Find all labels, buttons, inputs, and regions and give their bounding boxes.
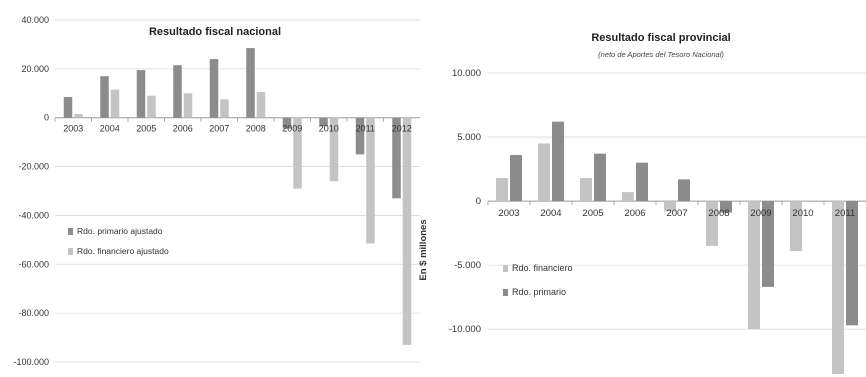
bar-2007-rdo-primario-ajustado <box>209 59 219 118</box>
bar-2003-rdo-financiero <box>496 178 508 202</box>
y-tick-label: -80.000 <box>18 308 49 318</box>
x-tick-label: 2011 <box>835 208 855 219</box>
bar-2010-rdo-primario-ajustado <box>319 117 328 127</box>
bar-2008-rdo-primario <box>720 201 732 213</box>
y-tick-label: -10.000 <box>449 324 481 335</box>
x-tick-label: 2005 <box>582 208 603 219</box>
bar-2007-rdo-primario <box>678 179 690 202</box>
bar-2003-rdo-primario-ajustado <box>63 96 73 118</box>
bar-2009-rdo-financiero-ajustado <box>293 117 302 189</box>
x-tick-label: 2008 <box>708 208 729 219</box>
y-tick-label: 0 <box>476 196 481 207</box>
bar-2004-rdo-primario-ajustado <box>100 76 109 118</box>
bar-2005-rdo-primario <box>594 153 606 202</box>
y-tick-label: 10.000 <box>452 68 481 79</box>
y-tick-label: -5.000 <box>454 260 481 271</box>
y-axis-label: En $ millones <box>418 219 429 280</box>
bar-2010-rdo-financiero-ajustado <box>329 117 339 182</box>
x-tick-label: 2005 <box>136 124 156 134</box>
x-tick-label: 2011 <box>356 124 375 134</box>
y-tick-label: -40.000 <box>18 210 49 220</box>
x-tick-label: 2010 <box>792 208 813 219</box>
y-tick-label: -100.000 <box>13 357 49 367</box>
x-tick-label: 2004 <box>540 208 561 219</box>
x-tick-label: 2012 <box>392 124 412 134</box>
bar-2008-rdo-primario-ajustado <box>246 48 255 118</box>
legend-swatch <box>68 248 73 255</box>
y-tick-label: 0 <box>44 113 49 123</box>
bar-2006-rdo-primario-ajustado <box>173 65 182 118</box>
bar-2009-rdo-financiero <box>748 201 760 330</box>
bar-2006-rdo-financiero <box>622 192 634 202</box>
y-tick-label: 40.000 <box>21 15 49 25</box>
y-tick-label: 5.000 <box>457 132 481 143</box>
x-tick-label: 2010 <box>319 124 339 134</box>
bar-2005-rdo-financiero <box>580 178 592 202</box>
bar-2009-rdo-primario <box>762 201 774 287</box>
bar-2009-rdo-primario-ajustado <box>282 117 292 129</box>
legend-swatch <box>503 265 508 272</box>
bar-2008-rdo-financiero-ajustado <box>256 92 266 118</box>
x-tick-label: 2009 <box>282 124 302 134</box>
bar-2011-rdo-primario <box>846 201 858 326</box>
x-tick-label: 2007 <box>209 124 229 134</box>
bar-2011-rdo-primario-ajustado <box>355 117 365 155</box>
bar-2003-rdo-primario <box>510 154 522 202</box>
bar-2003-rdo-financiero-ajustado <box>74 114 83 118</box>
legend-label: Rdo. financiero <box>512 263 573 273</box>
y-tick-label: -20.000 <box>18 162 49 172</box>
chart-title: Resultado fiscal nacional <box>149 26 281 38</box>
x-tick-label: 2009 <box>750 208 771 219</box>
legend-swatch <box>503 289 508 296</box>
bar-2007-rdo-financiero-ajustado <box>220 99 229 118</box>
x-tick-label: 2004 <box>100 124 120 134</box>
x-tick-label: 2006 <box>173 124 193 134</box>
bar-2004-rdo-financiero <box>538 143 550 202</box>
chart-title: Resultado fiscal provincial <box>591 32 730 44</box>
chart-resultado-fiscal-provincial: 10.000 5.000 0 -5.000 -10.000 2003 2004 2005 200… <box>418 32 866 374</box>
bar-2005-rdo-financiero-ajustado <box>147 95 156 118</box>
y-tick-label: -60.000 <box>18 259 49 269</box>
bar-2004-rdo-primario <box>552 121 564 202</box>
bar-2004-rdo-financiero-ajustado <box>110 89 120 118</box>
bar-2008-rdo-financiero <box>706 201 718 246</box>
x-tick-label: 2008 <box>246 124 266 134</box>
bar-2011-rdo-financiero-ajustado <box>366 117 375 244</box>
legend-label: Rdo. financiero ajustado <box>77 246 169 256</box>
bar-2010-rdo-financiero <box>790 201 802 252</box>
x-tick-label: 2003 <box>498 208 519 219</box>
chart-subtitle: (neto de Aportes del Tesoro Nacional) <box>598 50 724 59</box>
bar-2012-rdo-primario-ajustado <box>392 117 401 199</box>
bar-2006-rdo-primario <box>636 162 648 202</box>
x-tick-label: 2007 <box>666 208 687 219</box>
bar-2005-rdo-primario-ajustado <box>136 70 146 118</box>
x-tick-label: 2003 <box>63 124 83 134</box>
bar-2006-rdo-financiero-ajustado <box>183 93 193 118</box>
chart-resultado-fiscal-nacional: 40.000 20.000 0 -20.000 -40.000 -60.000 -80.00… <box>13 15 420 367</box>
bar-2007-rdo-financiero <box>664 201 676 212</box>
y-tick-label: 20.000 <box>21 64 49 74</box>
legend-label: Rdo. primario ajustado <box>77 226 163 236</box>
x-tick-label: 2006 <box>624 208 645 219</box>
legend-label: Rdo. primario <box>512 287 566 297</box>
bar-2011-rdo-financiero <box>832 201 844 374</box>
legend-swatch <box>68 228 73 235</box>
bar-2012-rdo-financiero-ajustado <box>402 117 412 345</box>
